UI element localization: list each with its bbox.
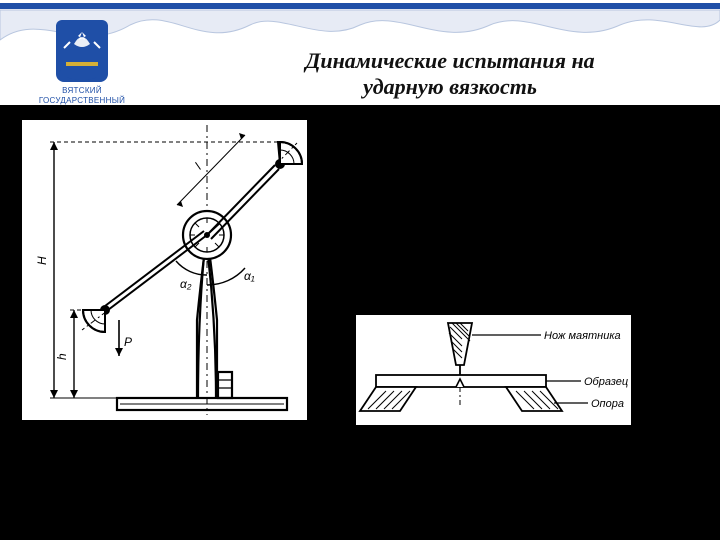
figure-specimen: Нож маятника Образец Опора [356, 315, 631, 425]
label-P: P [124, 335, 132, 349]
label-alpha1: α₁ [244, 269, 255, 283]
label-support: Опора [591, 398, 624, 410]
label-knife: Нож маятника [544, 330, 621, 342]
label-specimen: Образец [584, 376, 628, 388]
university-line1: ВЯТСКИЙ [30, 86, 134, 96]
label-H: H [35, 256, 49, 265]
label-h: h [55, 353, 69, 360]
label-alpha2: α₂ [180, 277, 192, 291]
title-line1: Динамические испытания на [305, 48, 594, 73]
figure-pendulum: H h l P α₁ α₂ [22, 120, 307, 420]
header-band: ВЯТСКИЙ ГОСУДАРСТВЕННЫЙ УНИВЕРСИТЕТ Дина… [0, 0, 720, 105]
slide-title: Динамические испытания на ударную вязкос… [235, 48, 665, 100]
slide-root: ВЯТСКИЙ ГОСУДАРСТВЕННЫЙ УНИВЕРСИТЕТ Дина… [0, 0, 720, 540]
title-line2: ударную вязкость [363, 74, 537, 99]
university-emblem [56, 20, 108, 82]
label-l: l [192, 160, 204, 172]
